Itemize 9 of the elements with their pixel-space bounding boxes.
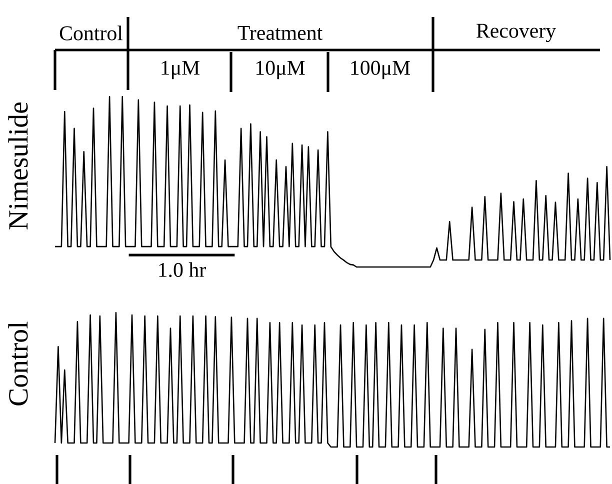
y-axis-title: Control	[8, 322, 28, 406]
y-axis-title: Nimesulide	[8, 102, 28, 230]
text: Control	[60, 26, 123, 40]
text: 1μM	[162, 60, 200, 80]
text: 100μM	[351, 60, 410, 80]
text: 10μM	[256, 60, 305, 80]
text: Recovery	[476, 24, 556, 42]
text: Treatment	[238, 26, 323, 40]
series-label: 1.0 hr	[159, 262, 206, 278]
